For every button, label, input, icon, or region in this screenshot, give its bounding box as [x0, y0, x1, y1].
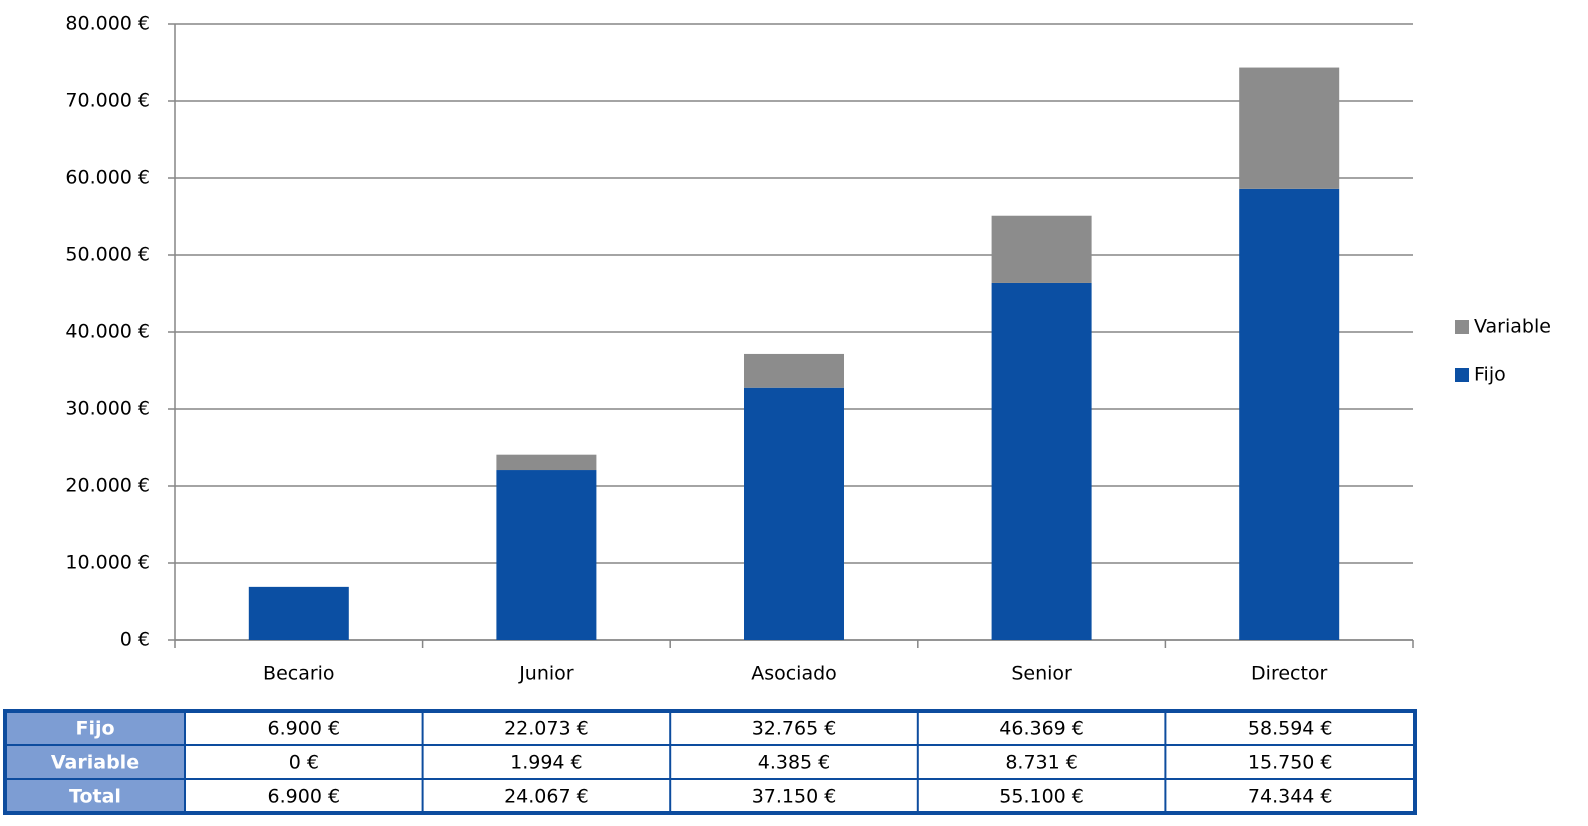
table-cell: 15.750 € — [1248, 752, 1333, 774]
legend-label: Variable — [1474, 316, 1551, 338]
y-tick-label: 80.000 € — [65, 13, 150, 35]
bar-segment — [991, 215, 1092, 283]
y-tick-label: 40.000 € — [65, 321, 150, 343]
table-cell: 46.369 € — [999, 718, 1084, 740]
row-header-cell — [5, 779, 185, 813]
table-cell: 1.994 € — [510, 752, 583, 774]
bar-segment — [496, 454, 597, 471]
y-tick-label: 70.000 € — [65, 90, 150, 112]
y-tick-label: 20.000 € — [65, 475, 150, 497]
x-tick-label: Director — [1251, 663, 1328, 685]
table-cell: 0 € — [289, 752, 319, 774]
bar-segment — [744, 387, 844, 640]
table-cell: 58.594 € — [1248, 718, 1333, 740]
y-tick-label: 50.000 € — [65, 244, 150, 266]
table-cell: 6.900 € — [268, 718, 341, 740]
legend-label: Fijo — [1474, 364, 1506, 386]
table-cell: 55.100 € — [999, 786, 1084, 808]
legend-swatch — [1455, 320, 1469, 334]
row-header: Variable — [51, 752, 139, 774]
row-header: Fijo — [75, 718, 114, 740]
y-tick-label: 10.000 € — [65, 552, 150, 574]
table-cell: 4.385 € — [758, 752, 831, 774]
bar-segment — [1239, 67, 1340, 189]
table-cell: 74.344 € — [1248, 786, 1333, 808]
legend-swatch — [1455, 368, 1469, 382]
bar-segment — [1239, 188, 1340, 640]
table-cell: 37.150 € — [752, 786, 837, 808]
x-tick-label: Junior — [518, 663, 574, 685]
table-cell: 22.073 € — [504, 718, 589, 740]
x-tick-label: Asociado — [751, 663, 837, 685]
x-tick-label: Becario — [263, 663, 335, 685]
row-header: Total — [69, 786, 121, 808]
table-cell: 24.067 € — [504, 786, 589, 808]
table-cell: 32.765 € — [752, 718, 837, 740]
bar-segment — [991, 282, 1092, 640]
row-header-cell — [5, 711, 185, 745]
table-cell: 6.900 € — [268, 786, 341, 808]
bar-segment — [496, 470, 597, 640]
y-tick-label: 0 € — [120, 629, 150, 651]
bar-segment — [744, 353, 844, 388]
y-tick-label: 30.000 € — [65, 398, 150, 420]
y-tick-label: 60.000 € — [65, 167, 150, 189]
x-tick-label: Senior — [1011, 663, 1072, 685]
table-border — [3, 709, 1417, 815]
row-header-cell — [5, 745, 185, 779]
bar-segment — [248, 586, 349, 640]
table-cell: 8.731 € — [1005, 752, 1078, 774]
